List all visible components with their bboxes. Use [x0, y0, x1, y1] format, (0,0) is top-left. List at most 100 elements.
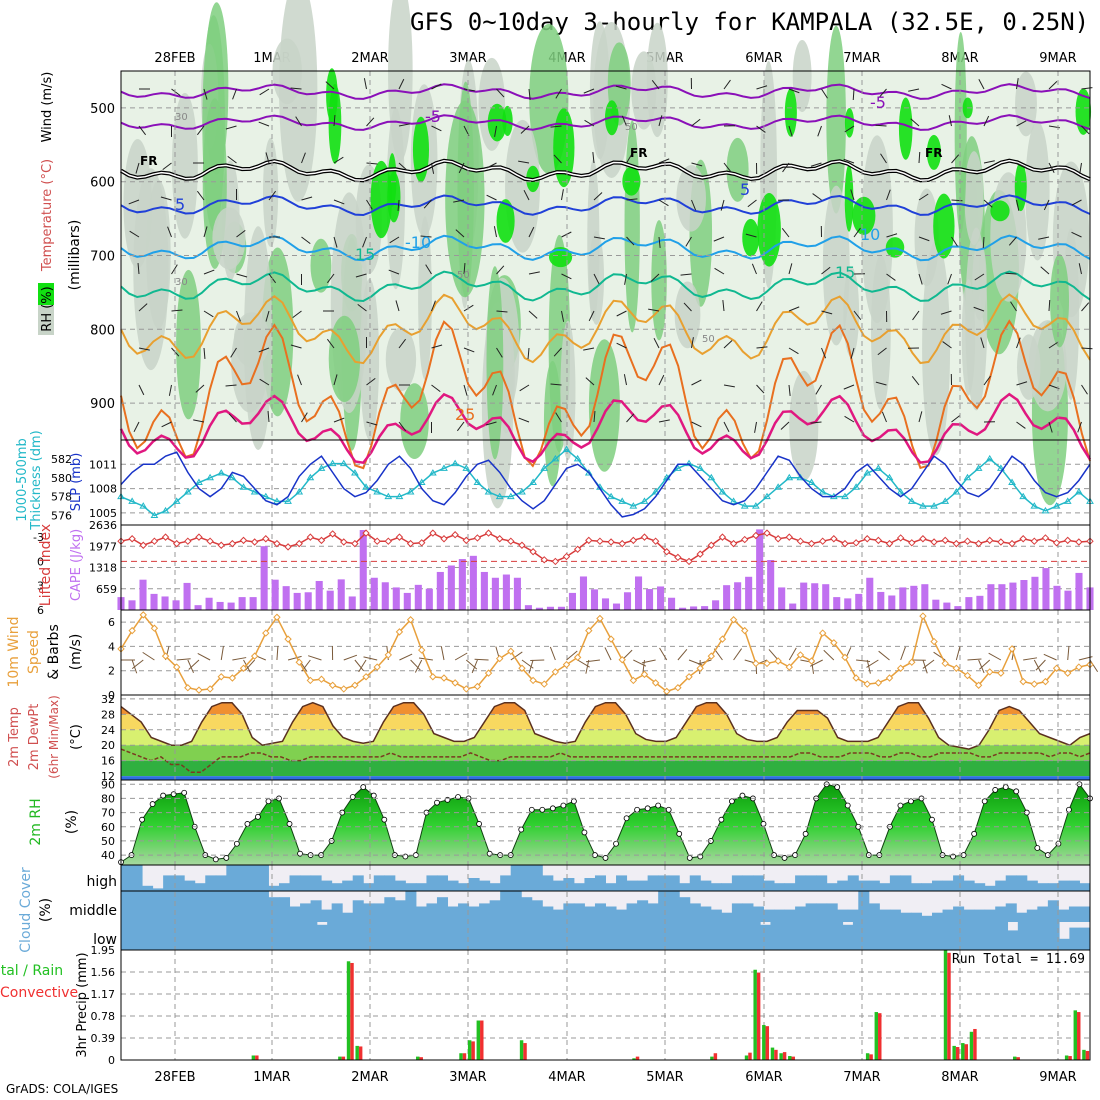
wind-barb	[1016, 120, 1027, 127]
wind-tick-label: 0	[108, 689, 115, 702]
lifted-index-series-marker	[206, 537, 214, 545]
freezing-level	[120, 159, 1091, 182]
pressure-tick-label: 700	[90, 250, 115, 265]
wind-barb	[431, 300, 436, 312]
lifted-index-series-marker	[1019, 535, 1027, 543]
wind-barb	[951, 236, 958, 247]
wind-barb-10m	[354, 659, 365, 672]
thickness-series-marker	[462, 464, 471, 471]
precip-total-bar	[952, 1045, 956, 1060]
cloud-low-bar	[244, 922, 256, 950]
wind-speed-series-marker	[707, 652, 716, 660]
cloud-low-bar	[832, 922, 844, 950]
wind-barb	[821, 266, 831, 275]
thickness-series-marker	[985, 454, 994, 462]
wind-barb	[648, 308, 660, 312]
cape-bar	[921, 584, 929, 610]
cloud-middle-bar	[616, 909, 628, 922]
rh-unit: (%)	[64, 810, 80, 834]
wind-barb	[756, 85, 768, 90]
temp-bands	[121, 683, 1090, 780]
rh-marker	[381, 816, 388, 823]
wind-speed-series-marker	[874, 679, 883, 687]
precip-total-bar	[874, 1012, 879, 1060]
rh-tick-label: 70	[101, 807, 115, 820]
cloud-high-bar	[847, 875, 859, 891]
wind-barb	[810, 162, 822, 167]
wind-barb	[463, 347, 475, 353]
lifted-index-series-marker	[841, 539, 849, 548]
lifted-index-series-marker	[273, 539, 281, 548]
cloud-middle-bar	[278, 897, 291, 922]
wind-speed-series-marker	[718, 635, 727, 643]
wind-label: Wind (m/s)	[40, 72, 55, 143]
rh-shading-high	[990, 200, 1010, 222]
cloud-low-bar	[399, 922, 411, 950]
wind-speed-series-marker	[161, 652, 170, 660]
wind-barb	[388, 269, 400, 275]
thickness-tick-label: 580	[51, 472, 72, 485]
wind-barb-10m	[585, 659, 600, 663]
thickness-series-marker	[284, 497, 292, 504]
wind-barb-10m	[474, 658, 489, 661]
cloud-middle-bar	[710, 909, 722, 922]
thickness-tick-label: 576	[51, 510, 72, 523]
wind-speed-series-marker	[685, 673, 693, 681]
wind-speed-series-marker	[340, 685, 348, 693]
thickness-series-marker	[506, 492, 515, 500]
cape-bar	[998, 584, 1006, 610]
thickness-series-marker	[473, 478, 482, 485]
cape-tick-label: 1977	[89, 540, 117, 553]
wind-speed-series-marker	[974, 681, 983, 689]
cloud-high-bar	[879, 883, 891, 891]
lifted-index-series-marker	[707, 541, 716, 549]
lifted-index-series-marker	[1052, 539, 1061, 547]
cloud-high-bar	[1047, 883, 1059, 891]
cloud-low-bar	[935, 922, 947, 950]
cloud-high-bar	[984, 885, 996, 891]
thickness-series-marker	[1063, 497, 1072, 504]
wind-barb	[561, 189, 564, 201]
wind-barb	[853, 310, 862, 320]
wind-barb	[1016, 421, 1026, 429]
wind-barb-10m	[733, 648, 743, 661]
lifted-index-series-marker	[941, 536, 949, 545]
wind-barb	[355, 273, 367, 278]
cloud-low-bar	[553, 922, 565, 950]
wind-speed-series-marker	[785, 663, 793, 671]
wind-barb	[290, 344, 302, 349]
wind-barb	[754, 421, 757, 433]
date-label-bottom: 6MAR	[745, 1070, 782, 1085]
precip-convective-bar	[1016, 1057, 1020, 1060]
wind-barb	[947, 273, 952, 285]
thickness-series-marker	[261, 492, 270, 500]
precip-convective-bar	[255, 1055, 259, 1060]
cape-bar	[767, 560, 775, 610]
thickness-series-marker	[774, 483, 783, 490]
wind-barb	[301, 196, 313, 201]
cloud-high-bar	[963, 880, 975, 891]
cloud-high-bar	[858, 880, 870, 891]
cloud-low-bar	[842, 924, 854, 950]
precip-total-bar	[519, 1040, 524, 1060]
precip-convective-legend: Convective	[0, 985, 78, 1001]
wind-barb	[940, 310, 952, 315]
wind-barb	[615, 85, 627, 90]
temp-contour-minus5	[120, 114, 1091, 131]
wind-barb	[196, 190, 205, 201]
cloud-high-bar	[468, 878, 480, 891]
cape-bar	[668, 597, 676, 610]
cloud-high-bar	[932, 880, 944, 891]
wind-barb	[1081, 302, 1090, 312]
rh-shading	[826, 25, 846, 214]
temp-band	[121, 683, 1090, 698]
cloud-middle-bar	[205, 891, 217, 922]
wind-barb	[456, 421, 465, 432]
cloud-middle-bar	[500, 891, 512, 922]
wind-speed-series-marker	[384, 651, 393, 659]
wind-barb	[431, 125, 442, 132]
precip-total-bar	[416, 1056, 420, 1060]
cloud-high-bar	[626, 880, 638, 891]
cloud-high-bar	[995, 880, 1007, 891]
contour-label: 50	[457, 270, 470, 281]
